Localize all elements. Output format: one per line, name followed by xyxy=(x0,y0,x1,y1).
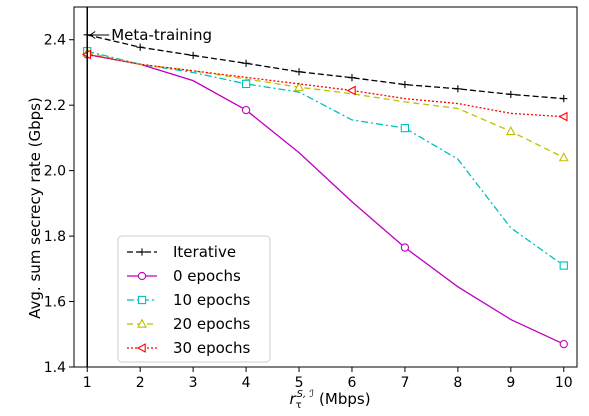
series-iterative-point xyxy=(242,59,250,67)
meta-training-annotation: Meta-training xyxy=(86,7,212,367)
legend-10-epochs: 10 epochs xyxy=(127,291,251,309)
series-0-epochs-point xyxy=(400,243,410,252)
x-axis-label-sub: τ xyxy=(296,400,302,411)
legend-10-epochs-marker xyxy=(137,295,147,305)
series-20-epochs-point xyxy=(558,152,569,162)
x-axis-label-unit: (Mbps) xyxy=(319,390,371,408)
legend-30-epochs-label: 30 epochs xyxy=(173,339,251,357)
x-tick-label: 10 xyxy=(555,375,573,391)
x-tick-label: 9 xyxy=(506,375,515,391)
y-tick-label: 2.0 xyxy=(44,164,66,180)
y-tick-label: 2.2 xyxy=(44,98,66,114)
chart-marks xyxy=(81,31,569,349)
plot-frame xyxy=(73,6,578,368)
series-10-epochs-point xyxy=(241,79,251,89)
legend-box xyxy=(117,235,271,363)
series-iterative-point xyxy=(295,68,303,76)
series-10-epochs-point xyxy=(400,123,410,133)
chart-legend: Iterative 0 epochs 10 epochs 20 epochs 30 ep… xyxy=(117,235,271,363)
legend-20-epochs-marker xyxy=(137,318,147,328)
y-tick-label: 1.4 xyxy=(44,360,66,376)
series-30-epochs xyxy=(81,49,568,122)
series-20-epochs-line xyxy=(87,52,565,159)
legend-iterative-label: Iterative xyxy=(173,243,236,261)
legend-10-epochs-label: 10 epochs xyxy=(173,291,251,309)
x-tick-label: 2 xyxy=(136,375,145,391)
y-tick-label: 2.4 xyxy=(44,33,66,49)
series-30-epochs-point xyxy=(346,85,356,96)
series-iterative-point xyxy=(189,51,197,60)
x-tick-label: 1 xyxy=(83,375,92,391)
legend-iterative-marker xyxy=(138,248,146,256)
series-20-epochs-point xyxy=(294,81,304,91)
series-iterative xyxy=(83,31,568,103)
legend-20-epochs-label: 20 epochs xyxy=(173,315,251,333)
y-tick-label: 1.8 xyxy=(44,229,66,245)
legend-20-epochs: 20 epochs xyxy=(127,315,251,333)
x-axis-label-sup: S, ℐ xyxy=(297,389,315,400)
series-30-epochs-point xyxy=(558,111,568,122)
series-20-epochs-point xyxy=(505,126,516,136)
series-iterative-line xyxy=(87,34,564,100)
x-tick-label: 6 xyxy=(348,375,357,391)
x-tick-label: 3 xyxy=(189,375,198,391)
legend-iterative: Iterative xyxy=(127,243,236,261)
series-0-epochs-point xyxy=(241,105,251,115)
series-30-epochs-line xyxy=(87,53,564,118)
x-tick-label: 4 xyxy=(242,375,251,391)
meta-training-arrow-head xyxy=(89,31,96,39)
x-axis-label: rτS, ℐ (Mbps) xyxy=(289,389,370,411)
legend-0-epochs-label: 0 epochs xyxy=(173,267,241,285)
legend-0-epochs-marker xyxy=(137,271,147,281)
series-0-epochs-line xyxy=(87,53,565,345)
series-iterative-point xyxy=(401,80,409,89)
legend-30-epochs-marker xyxy=(136,343,146,353)
series-20-epochs xyxy=(82,47,569,162)
meta-training-label: Meta-training xyxy=(111,26,212,44)
x-tick-label: 7 xyxy=(400,375,409,391)
series-0-epochs-point xyxy=(559,339,568,349)
legend-0-epochs: 0 epochs xyxy=(127,267,241,285)
series-iterative-point xyxy=(136,43,144,51)
series-iterative-point xyxy=(454,85,462,93)
chart-axes: 1 2 3 4 5 6 7 8 9 10 1.4 1.6 1.8 2.0 2.2 2.4 xyxy=(44,33,573,391)
x-tick-label: 8 xyxy=(453,375,462,391)
series-10-epochs-line xyxy=(87,50,565,267)
legend-30-epochs: 30 epochs xyxy=(127,339,251,357)
series-iterative-point xyxy=(560,95,568,103)
y-axis-label: Avg. sum secrecy rate (Gbps) xyxy=(26,97,44,319)
x-axis-label-base: r xyxy=(289,390,296,408)
y-tick-label: 1.6 xyxy=(44,295,66,311)
series-10-epochs-point xyxy=(559,261,568,270)
series-iterative-point xyxy=(348,74,356,82)
series-iterative-point xyxy=(507,90,515,98)
x-tick-label: 5 xyxy=(295,375,304,391)
